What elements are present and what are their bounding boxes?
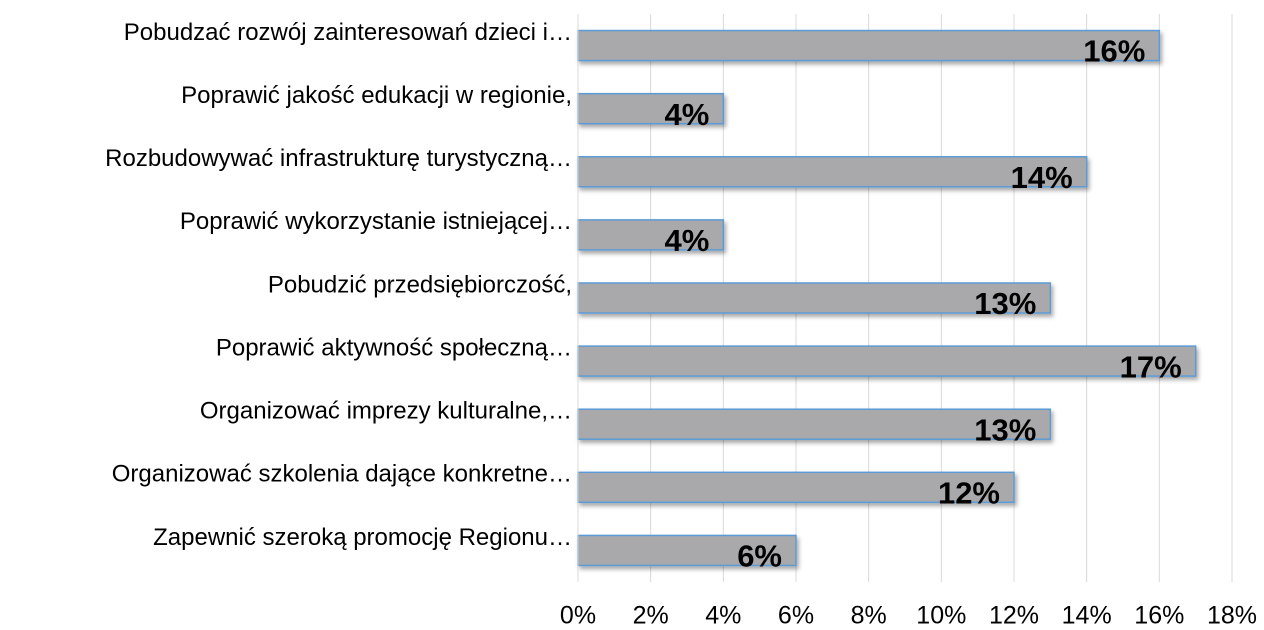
- bar: [577, 29, 1161, 62]
- x-tick-label: 0%: [560, 602, 596, 630]
- y-tick-label: Rozbudowywać infrastrukturę turystyczną…: [105, 145, 572, 172]
- x-tick-label: 8%: [851, 602, 887, 630]
- y-tick-label: Pobudzić przedsiębiorczość,: [268, 271, 572, 298]
- bar: [577, 92, 725, 125]
- value-label: 6%: [737, 539, 782, 574]
- x-tick-label: 2%: [633, 602, 669, 630]
- x-tick-label: 10%: [916, 602, 966, 630]
- value-label: 12%: [938, 476, 1000, 511]
- y-tick-label: Organizować szkolenia dające konkretne…: [112, 461, 572, 488]
- value-label: 13%: [974, 286, 1036, 321]
- y-tick-label: Poprawić aktywność społeczną…: [216, 334, 572, 361]
- y-tick-label: Pobudzać rozwój zainteresowań dzieci i…: [124, 19, 572, 46]
- value-label: 4%: [665, 97, 710, 132]
- y-tick-label: Organizować imprezy kulturalne,…: [200, 398, 572, 425]
- y-tick-label: Poprawić wykorzystanie istniejącej…: [180, 208, 572, 235]
- bar: [577, 345, 1197, 377]
- bar: [577, 534, 797, 567]
- y-tick-label: Poprawić jakość edukacji w regionie,: [181, 82, 572, 109]
- y-tick-label: Zapewnić szeroką promocję Regionu…: [153, 524, 572, 551]
- value-label: 16%: [1083, 34, 1145, 69]
- x-tick-label: 6%: [778, 602, 814, 630]
- x-tick-label: 4%: [705, 602, 741, 630]
- x-tick-label: 12%: [989, 602, 1039, 630]
- x-tick-label: 16%: [1134, 602, 1184, 630]
- x-tick-label: 18%: [1207, 602, 1257, 630]
- value-label: 14%: [1011, 160, 1073, 195]
- x-tick-label: 14%: [1062, 602, 1112, 630]
- value-label: 13%: [974, 412, 1036, 447]
- value-label: 4%: [665, 223, 710, 258]
- value-label: 17%: [1120, 349, 1182, 384]
